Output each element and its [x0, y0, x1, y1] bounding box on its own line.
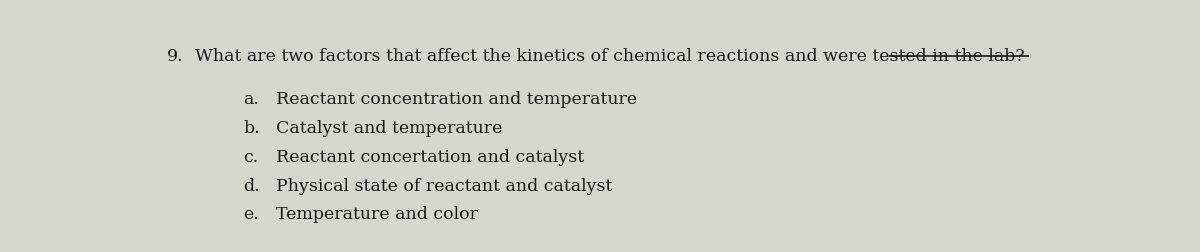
Text: 9.: 9. [167, 48, 184, 65]
Text: Reactant concentration and temperature: Reactant concentration and temperature [276, 91, 637, 108]
Text: Temperature and color: Temperature and color [276, 206, 478, 223]
Text: e.: e. [242, 206, 259, 223]
Text: Reactant concertation and catalyst: Reactant concertation and catalyst [276, 149, 583, 166]
Text: Catalyst and temperature: Catalyst and temperature [276, 120, 502, 137]
Text: b.: b. [242, 120, 259, 137]
Text: d.: d. [242, 177, 259, 195]
Text: a.: a. [242, 91, 259, 108]
Text: Physical state of reactant and catalyst: Physical state of reactant and catalyst [276, 177, 612, 195]
Text: What are two factors that affect the kinetics of chemical reactions and were tes: What are two factors that affect the kin… [194, 48, 1025, 65]
Text: c.: c. [242, 149, 258, 166]
